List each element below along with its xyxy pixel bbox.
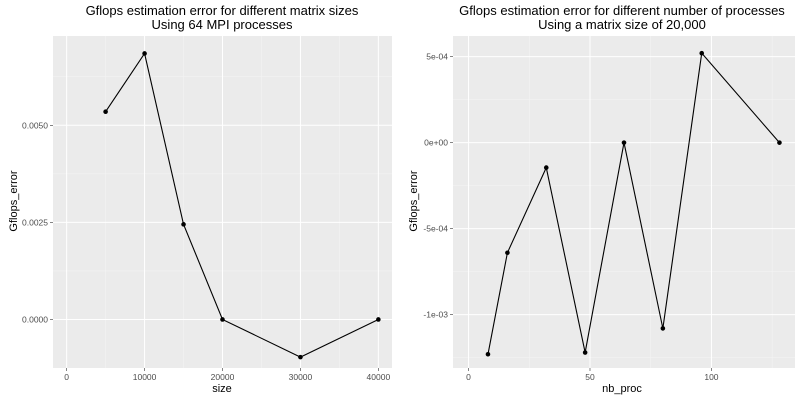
right-y-axis-title: Gflops_error [408, 170, 420, 231]
right-x-axis-title: nb_proc [602, 383, 642, 395]
left-x-tick-label: 30000 [289, 372, 313, 382]
right-data-point [505, 250, 510, 256]
right-x-tick-label: 50 [585, 372, 595, 382]
left-data-point [298, 354, 303, 360]
left-data-point [103, 109, 108, 115]
right-data-point [660, 326, 666, 331]
left-y-tick-label: 0.0000 [22, 314, 48, 324]
left-x-tick-label: 20000 [211, 372, 235, 382]
right-data-point [621, 140, 627, 145]
right-x-tick-label: 0 [466, 372, 471, 382]
right-y-tick-label: -1e-03 [423, 310, 448, 320]
left-chart-subtitle: Using 64 MPI processes [152, 17, 293, 32]
right-data-point [777, 140, 782, 145]
left-chart: 0.0000 0.0025 0.0050 0 10000 20000 30000 40000 [22, 36, 392, 382]
right-y-tick-label: 5e-04 [426, 52, 448, 62]
left-x-tick-label: 40000 [367, 372, 391, 382]
right-chart-title: Gflops estimation error for different nu… [459, 3, 785, 18]
right-chart: -1e-03 -5e-04 0e+00 5e-04 0 50 100 [423, 36, 795, 382]
right-chart-subtitle: Using a matrix size of 20,000 [538, 17, 706, 32]
right-x-tick-label: 100 [704, 372, 718, 382]
left-series-line [105, 52, 379, 358]
right-data-point [582, 350, 588, 355]
left-data-point [142, 51, 147, 56]
left-chart-title: Gflops estimation error for different ma… [86, 3, 359, 18]
left-data-point [376, 317, 381, 322]
right-data-point [485, 351, 491, 357]
left-x-axis-title: size [212, 383, 232, 395]
right-plot-panel [453, 36, 795, 368]
left-y-tick-label: 0.0025 [22, 217, 48, 227]
right-data-point [543, 165, 549, 170]
right-y-tick-label: 0e+00 [424, 138, 448, 148]
left-x-tick-label: 0 [64, 372, 69, 382]
left-y-tick-label: 0.0050 [22, 120, 48, 130]
right-series-line [487, 51, 780, 355]
right-y-tick-label: -5e-04 [423, 224, 448, 234]
left-x-tick-label: 10000 [133, 372, 157, 382]
left-data-point [220, 317, 225, 322]
left-data-point [181, 222, 186, 227]
left-y-axis-title: Gflops_error [8, 170, 20, 231]
right-data-point [699, 50, 705, 56]
